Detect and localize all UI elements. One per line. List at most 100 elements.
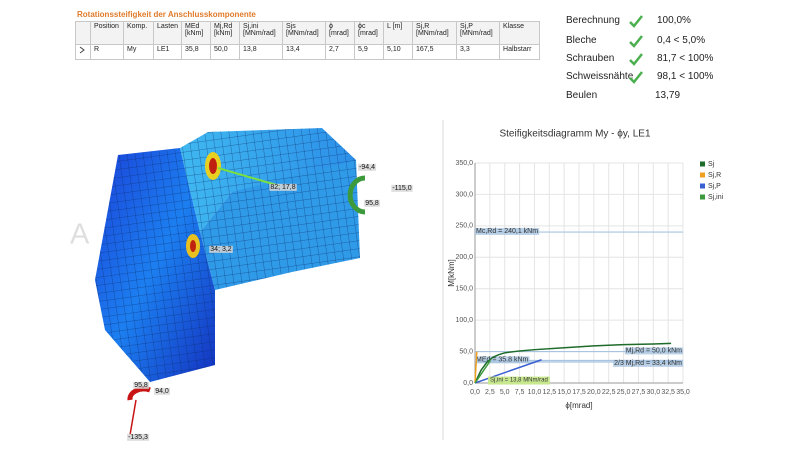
annotation: Sj,ini = 13,8 MNm/rad <box>490 378 548 384</box>
reference-label-box <box>475 227 540 235</box>
y-axis-label: M[kNm] <box>447 259 456 287</box>
label-box <box>364 199 380 207</box>
x-tick-label: 35,0 <box>676 389 690 396</box>
annotation-box <box>488 376 550 385</box>
header-cell: Sj,R [MNm/rad] <box>412 21 458 45</box>
reference-label: Mc,Rd = 240,1 kNm <box>476 228 538 235</box>
check-icon <box>629 53 643 66</box>
header-cell: Komp. <box>123 21 154 45</box>
legend-label: Sj,R <box>708 172 721 179</box>
header-cell: Sjs [MNm/rad] <box>282 21 327 45</box>
model-label: -94,4 <box>359 164 375 171</box>
series-line <box>474 351 478 384</box>
model-label: 94,0 <box>155 388 169 395</box>
chart-title: Steifigkeitsdiagramm My - ϕy, LE1 <box>499 129 650 140</box>
reference-label: 2/3 Mj,Rd = 33,4 kNm <box>614 360 682 367</box>
model-label: 95,8 <box>365 200 379 207</box>
header-cell: Lasten <box>152 21 183 45</box>
summary-value: 98,1 < 100% <box>657 71 714 82</box>
summary-label: Schweissnähte <box>566 71 634 82</box>
table-cell: LE1 <box>152 44 183 60</box>
series-line <box>474 359 542 384</box>
x-tick-label: 10,0 <box>528 389 542 396</box>
label-box <box>391 184 413 192</box>
x-tick-label: 27,5 <box>632 389 646 396</box>
x-axis-label: ϕ[mrad] <box>565 401 592 410</box>
legend-label: Sj,ini <box>708 194 724 201</box>
reference-label: MEd = 35,8 kNm <box>476 356 528 363</box>
legend-swatch <box>700 161 705 167</box>
table-cell: 50,0 <box>210 44 241 60</box>
label-box <box>154 387 170 395</box>
table-cell: 2,7 <box>325 44 356 60</box>
reference-label-box <box>613 359 684 367</box>
x-tick-label: 17,5 <box>572 389 586 396</box>
series-line <box>474 360 492 384</box>
header-cell: MEd [kNm] <box>181 21 212 45</box>
x-tick-label: 20,0 <box>587 389 601 396</box>
y-tick-label: 350,0 <box>455 160 473 167</box>
x-tick-label: 7,5 <box>515 389 525 396</box>
x-tick-label: 32,5 <box>661 389 675 396</box>
y-tick-label: 50,0 <box>459 348 473 355</box>
x-tick-label: 25,0 <box>617 389 631 396</box>
reference-label-box <box>475 356 530 364</box>
header-cell: L [m] <box>383 21 414 45</box>
summary-value: 81,7 < 100% <box>657 53 714 64</box>
header-spacer <box>75 21 91 45</box>
table-cell: 167,5 <box>412 44 458 60</box>
model-label: -135,3 <box>128 434 148 441</box>
model-label: 82; 17,8 <box>270 184 295 191</box>
summary-value: 0,4 < 5,0% <box>657 35 706 46</box>
header-cell: ϕc [mrad] <box>354 21 385 45</box>
x-tick-label: 15,0 <box>557 389 571 396</box>
x-tick-label: 5,0 <box>500 389 510 396</box>
model-label: 95,8 <box>134 382 148 389</box>
header-cell: ϕ [mrad] <box>325 21 356 45</box>
model-label: -115,0 <box>392 185 411 192</box>
header-cell: Sj,P [MNm/rad] <box>456 21 501 45</box>
table-cell: 13,4 <box>282 44 327 60</box>
label-box <box>133 381 149 389</box>
legend-label: Sj <box>708 161 715 168</box>
table-cell: Halbstarr <box>499 44 541 60</box>
row-expander[interactable] <box>75 44 91 60</box>
header-cell: Klasse <box>499 21 541 45</box>
summary-label: Bleche <box>566 35 597 46</box>
header-cell: Mj,Rd [kNm] <box>210 21 241 45</box>
results-table: Position Komp. Lasten MEd [kNm] Mj,Rd [kNm] S… <box>75 21 541 60</box>
x-tick-label: 12,5 <box>542 389 556 396</box>
y-tick-label: 300,0 <box>455 191 473 198</box>
summary-label: Berechnung <box>566 15 620 26</box>
legend-swatch <box>700 183 705 189</box>
y-tick-label: 200,0 <box>455 254 473 261</box>
summary-label: Beulen <box>566 90 598 101</box>
legend-swatch <box>700 194 705 200</box>
table-cell: R <box>90 44 124 60</box>
x-tick-label: 2,5 <box>485 389 495 396</box>
check-icon <box>629 35 643 48</box>
y-tick-label: 250,0 <box>455 223 473 230</box>
label-box <box>127 433 150 441</box>
label-box <box>209 245 233 253</box>
series-line <box>474 342 672 384</box>
table-cell: My <box>123 44 154 60</box>
reference-label: Mj,Rd = 50,0 kNm <box>626 347 682 354</box>
header-row: Position Komp. Lasten MEd [kNm] Mj,Rd [kNm] S… <box>75 21 541 45</box>
label-box <box>358 163 377 171</box>
table-cell: 3,3 <box>456 44 501 60</box>
watermark: A StatiCa BILDUNGSVERSIO <box>70 219 457 251</box>
y-tick-label: 100,0 <box>455 317 473 324</box>
legend-swatch <box>700 172 705 178</box>
summary-value: 100,0% <box>657 15 691 26</box>
y-tick-label: 150,0 <box>455 286 473 293</box>
table-cell: 5,10 <box>383 44 414 60</box>
label-box <box>269 183 297 191</box>
model-label: 34; 3,2 <box>210 246 232 253</box>
table-row: R My LE1 35,8 50,0 13,8 13,4 2,7 5,9 5,10 167,5 3,3… <box>75 44 541 60</box>
table-cell: 35,8 <box>181 44 212 60</box>
x-tick-label: 30,0 <box>646 389 660 396</box>
y-tick-label: 0,0 <box>463 380 473 387</box>
